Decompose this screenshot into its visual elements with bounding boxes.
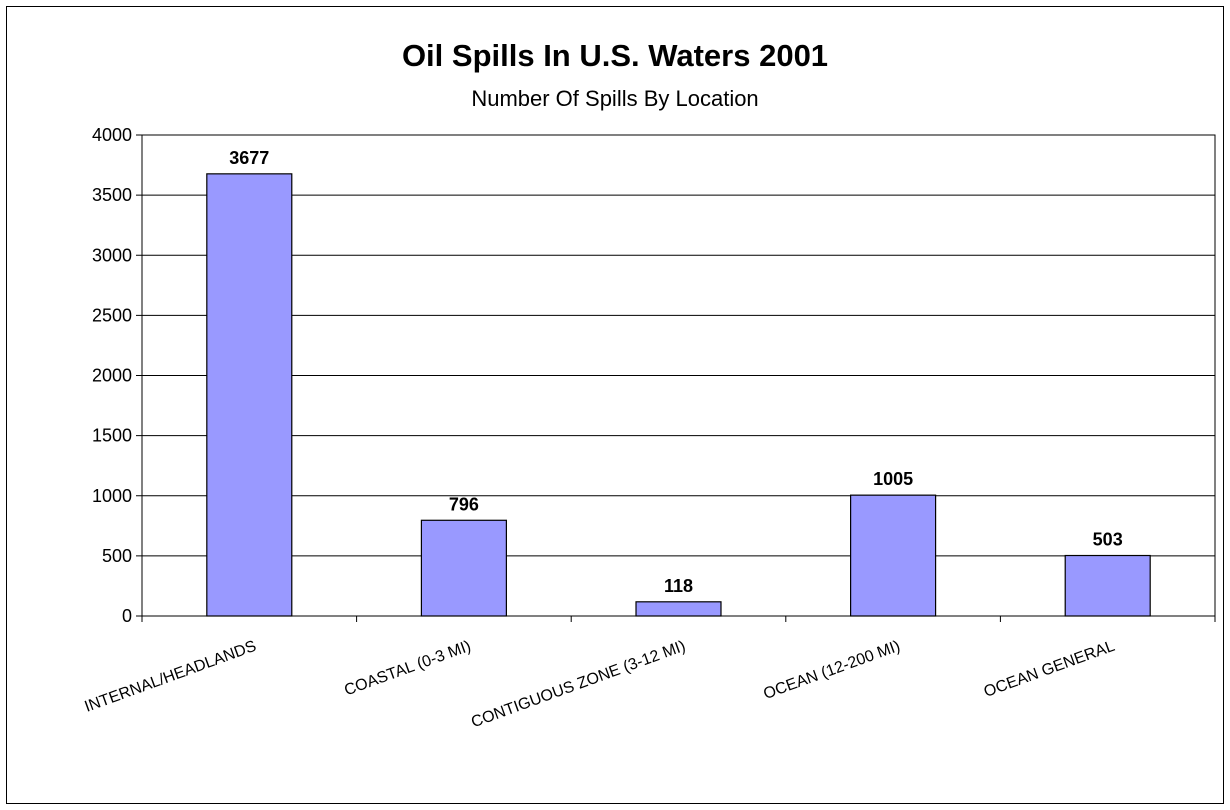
- y-tick-label: 2000: [92, 366, 132, 386]
- data-label: 3677: [229, 148, 269, 168]
- y-tick-label: 3500: [92, 185, 132, 205]
- category-label: INTERNAL/HEADLANDS: [82, 638, 258, 716]
- y-tick-label: 2500: [92, 305, 132, 325]
- y-tick-label: 0: [122, 606, 132, 626]
- category-label: OCEAN GENERAL: [982, 638, 1117, 701]
- y-tick-label: 4000: [92, 125, 132, 145]
- bar: [851, 495, 936, 616]
- category-label: OCEAN (12-200 MI): [761, 638, 902, 703]
- bar: [1065, 556, 1150, 616]
- y-tick-label: 3000: [92, 245, 132, 265]
- y-tick-label: 500: [102, 546, 132, 566]
- data-label: 503: [1093, 530, 1123, 550]
- data-label: 118: [664, 576, 693, 596]
- bar: [207, 174, 292, 616]
- category-label: COASTAL (0-3 MI): [342, 638, 473, 700]
- data-label: 796: [449, 494, 479, 514]
- bar: [636, 602, 721, 616]
- category-label: CONTIGUOUS ZONE (3-12 MI): [469, 638, 688, 732]
- y-tick-label: 1000: [92, 486, 132, 506]
- bar: [421, 520, 506, 616]
- y-tick-label: 1500: [92, 426, 132, 446]
- data-label: 1005: [873, 469, 913, 489]
